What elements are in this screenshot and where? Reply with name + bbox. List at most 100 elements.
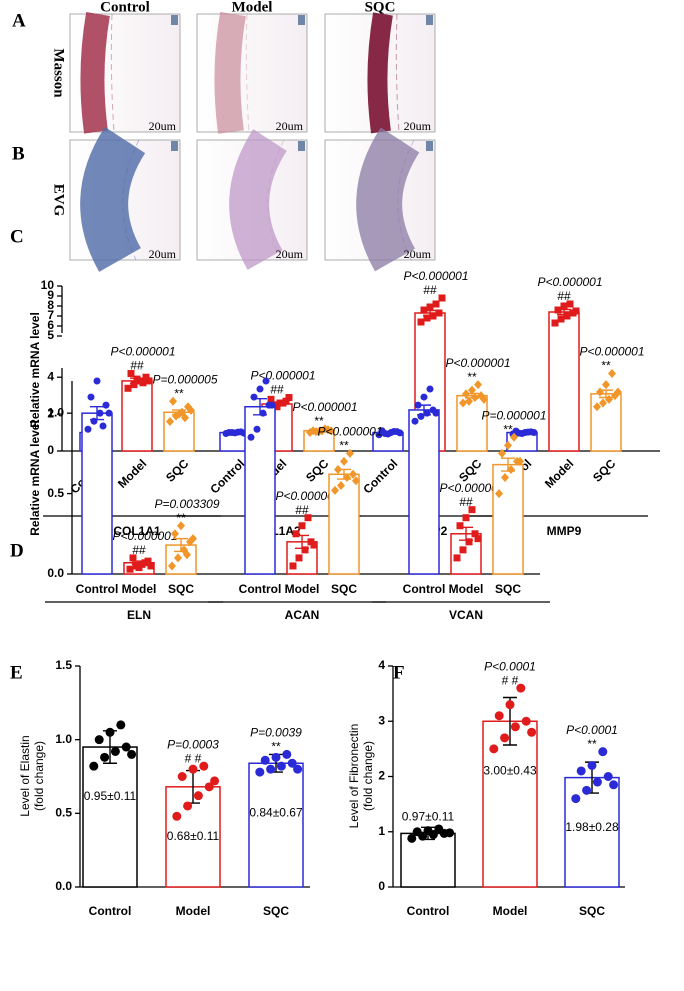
scale-bar-label: 20um	[276, 119, 304, 133]
data-point	[500, 733, 510, 743]
data-point	[602, 380, 610, 390]
value-label: 1.98±0.28	[565, 820, 619, 834]
data-point	[501, 473, 509, 482]
data-point	[93, 377, 101, 385]
histology-image: 20um	[196, 11, 308, 134]
y-tick-label: 8	[47, 298, 54, 312]
data-point	[453, 554, 461, 562]
y-tick-label: 9	[47, 288, 54, 302]
data-point	[172, 811, 182, 821]
value-label: 3.00±0.43	[483, 763, 537, 777]
y-tick-label: 0.5	[47, 486, 64, 500]
data-point	[301, 546, 309, 554]
data-point	[498, 448, 506, 458]
data-point	[279, 399, 287, 407]
data-point	[571, 794, 581, 804]
x-tick-label: SQC	[263, 904, 289, 918]
data-point	[423, 314, 431, 322]
data-point	[432, 300, 440, 308]
data-point	[298, 522, 306, 530]
data-point	[255, 767, 265, 777]
scale-bar-label: 20um	[404, 247, 432, 261]
data-point	[554, 306, 562, 314]
scale-bar-label: 20um	[276, 247, 304, 261]
data-point	[225, 429, 233, 437]
data-point	[171, 529, 179, 539]
image-marker	[298, 141, 305, 151]
data-point	[189, 534, 197, 544]
data-point	[247, 433, 255, 441]
group-label: VCAN	[449, 608, 483, 622]
data-point	[349, 469, 357, 479]
bar	[244, 405, 276, 575]
image-marker	[171, 15, 178, 25]
data-point	[121, 742, 131, 752]
data-point	[417, 412, 425, 420]
data-point	[417, 318, 425, 326]
image-marker	[298, 15, 305, 25]
y-tick-label: 10	[41, 278, 55, 292]
x-tick-label: SQC	[495, 582, 521, 596]
group-label: ACAN	[285, 608, 320, 622]
tissue-band	[229, 129, 288, 270]
data-point	[321, 424, 329, 434]
data-point	[276, 761, 286, 771]
data-point	[334, 464, 342, 474]
data-point	[412, 827, 422, 837]
histology-image: 20um	[324, 127, 436, 272]
panel-letter: F	[393, 662, 405, 683]
data-point	[396, 429, 404, 437]
data-point	[193, 791, 203, 801]
data-point	[420, 393, 428, 401]
y-tick-label: 1	[378, 824, 385, 838]
x-tick-label: SQC	[331, 582, 357, 596]
data-point	[135, 564, 143, 572]
data-point	[183, 801, 193, 811]
significance-label: **	[176, 511, 186, 525]
y-axis-label: Relative mRNA level	[28, 312, 42, 428]
data-point	[468, 385, 476, 395]
histology-image: 20um	[196, 129, 308, 270]
data-point	[309, 426, 317, 436]
data-point	[445, 828, 455, 838]
data-point	[468, 506, 476, 514]
data-point	[598, 747, 608, 757]
bar	[81, 412, 113, 575]
data-point	[327, 426, 335, 436]
data-point	[340, 456, 348, 466]
data-point	[292, 530, 300, 538]
data-point	[174, 553, 182, 563]
y-tick-label: 1.5	[55, 658, 72, 672]
data-point	[465, 538, 473, 546]
data-point	[96, 409, 104, 417]
data-point	[456, 522, 464, 530]
p-value-label: P<0.000001	[317, 425, 382, 439]
data-point	[593, 402, 601, 412]
y-axis-label: Level of Elastin	[18, 735, 32, 816]
significance-label: # #	[502, 673, 519, 687]
p-value-label: P<0.000001	[112, 529, 177, 543]
x-tick-label: SQC	[168, 582, 194, 596]
y-tick-label: 4	[47, 369, 54, 383]
data-point	[605, 394, 613, 404]
data-point	[237, 428, 245, 436]
image-marker	[426, 141, 433, 151]
data-point	[426, 303, 434, 311]
y-tick-label: 2	[47, 406, 54, 420]
p-value-label: P<0.000001	[275, 489, 340, 503]
tissue-fibers	[122, 139, 140, 261]
data-point	[253, 425, 261, 433]
histology-image: 20um	[69, 126, 181, 272]
data-point	[557, 315, 565, 323]
data-point	[551, 319, 559, 327]
data-point	[285, 394, 293, 402]
tissue-fibers	[395, 13, 400, 133]
panel-letter: C	[10, 226, 24, 247]
data-point	[474, 380, 482, 390]
data-point	[480, 394, 488, 404]
data-point	[282, 749, 292, 759]
image-frame	[196, 13, 308, 133]
tissue-fibers	[267, 139, 285, 261]
significance-label: **	[503, 422, 513, 436]
row-label: Masson	[51, 48, 67, 98]
